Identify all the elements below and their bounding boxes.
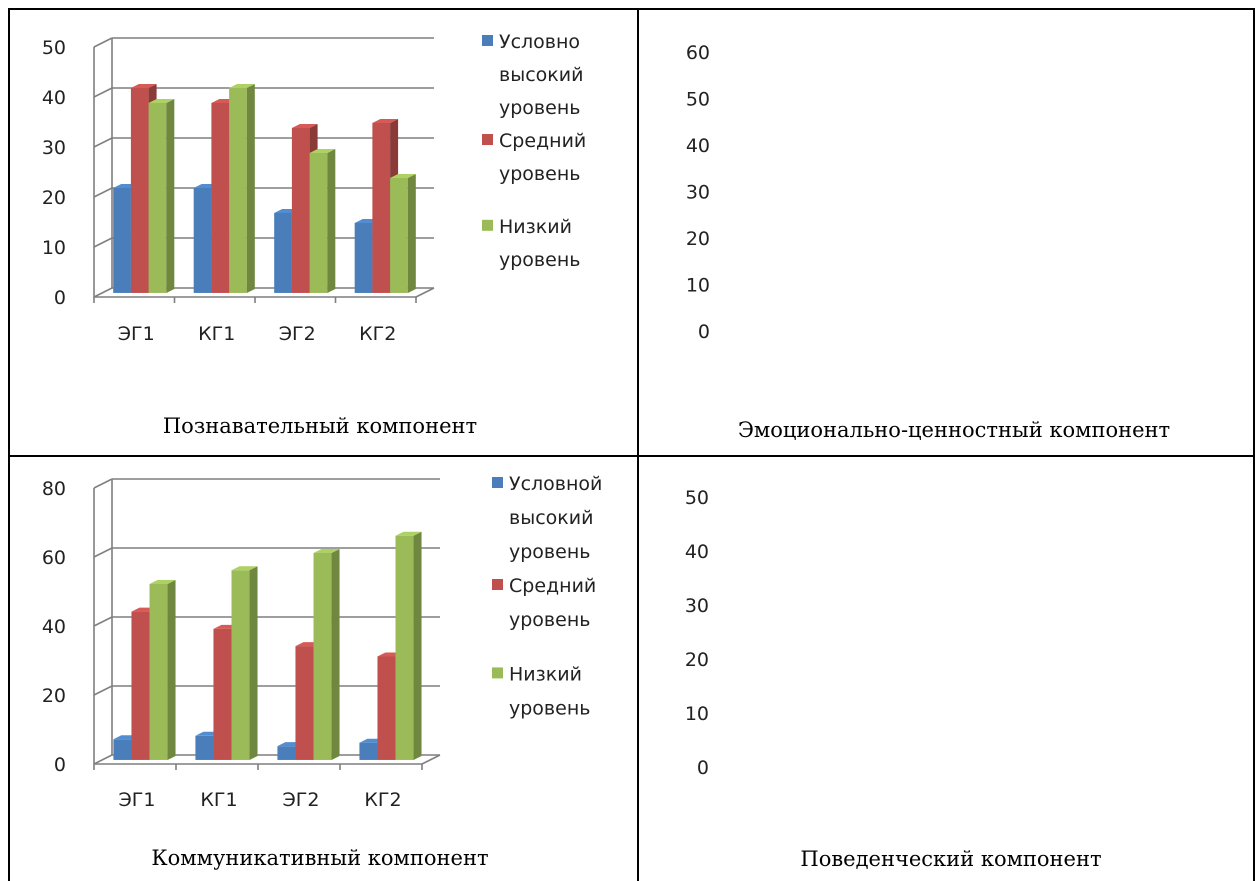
legend-swatch [482, 134, 493, 145]
y-tick-label: 30 [685, 595, 709, 617]
y-tick-label: 50 [686, 89, 710, 111]
y-tick-label: 10 [685, 703, 709, 725]
y-tick-label: 20 [42, 685, 66, 707]
gridline-connector [93, 87, 113, 98]
x-tick-label: ЭГ1 [118, 323, 155, 345]
legend-swatch [492, 579, 503, 590]
y-tick-label: 50 [42, 37, 66, 59]
chart-panel-cognitive: 0 10 20 30 40 50 ЭГ1 КГ1 ЭГ2 КГ2 Условно высокий уро… [8, 8, 637, 455]
gridline-connector [93, 137, 113, 148]
y-tick-label: 30 [686, 182, 710, 204]
gridline-connector [93, 754, 113, 765]
y-tick-label: 40 [686, 135, 710, 157]
chart-title: Поведенческий компонент [800, 847, 1101, 871]
bar-low-2 [231, 566, 258, 760]
legend-item-medium: Средний уровень [492, 575, 596, 631]
y-tick-label: 10 [686, 275, 710, 297]
x-axis-side [415, 287, 435, 298]
bar-low-3 [309, 148, 336, 293]
legend-item-high: Условно высокий уровень [482, 31, 583, 119]
legend-label: Средний [499, 130, 586, 152]
legend-label: уровень [509, 697, 590, 719]
y-tick-label: 80 [42, 478, 66, 500]
legend-swatch [492, 477, 503, 488]
legend-label: уровень [509, 541, 590, 563]
y-tick-label: 40 [42, 87, 66, 109]
x-tick-label: ЭГ2 [279, 323, 316, 345]
legend-label: уровень [499, 163, 580, 185]
x-axis-side [421, 754, 441, 765]
y-tick-label: 0 [54, 754, 66, 776]
legend-item-high: Условной высокий уровень [492, 473, 602, 563]
legend-swatch [492, 667, 503, 679]
behavioral-chart-svg: 01020304050ЭГ1КГ1ЭГ2КГ2Условновысокийуро… [685, 487, 1102, 871]
legend-label: высокий [499, 64, 583, 86]
gridline-connector [93, 685, 113, 696]
legend-label: Низкий [499, 216, 572, 238]
bar-low-1 [148, 98, 175, 293]
chart-grid: 0 10 20 30 40 50 ЭГ1 КГ1 ЭГ2 КГ2 Условно высокий уро… [8, 8, 1255, 881]
y-tick-label: 0 [54, 287, 66, 309]
y-tick-label: 10 [42, 237, 66, 259]
chart-title: Коммуникативный компонент [151, 846, 488, 870]
y-tick-label: 20 [42, 187, 66, 209]
gridline-connector [93, 37, 113, 48]
legend-label: Низкий [509, 663, 582, 685]
chart-panel-communicative: 0 20 40 60 80 ЭГ1 КГ1 ЭГ2 КГ2 Условной высокий уров… [8, 455, 637, 881]
legend-label: высокий [509, 507, 593, 529]
x-tick-label: ЭГ2 [283, 789, 320, 811]
bar-low-4 [395, 531, 422, 760]
legend-item-low: Низкий уровень [492, 663, 590, 719]
legend-item-medium: Средний уровень [482, 130, 586, 185]
legend-label: уровень [499, 97, 580, 119]
communicative-chart-svg: 0 20 40 60 80 ЭГ1 КГ1 ЭГ2 КГ2 Условной высокий уров… [42, 473, 603, 870]
legend-label: уровень [509, 609, 590, 631]
x-tick-label: КГ2 [359, 323, 396, 345]
legend-label: Условной [509, 473, 602, 495]
x-tick-label: ЭГ1 [119, 789, 156, 811]
y-tick-label: 30 [42, 137, 66, 159]
chart-panel-behavioral: 01020304050ЭГ1КГ1ЭГ2КГ2Условновысокийуро… [637, 455, 1255, 881]
x-tick-label: КГ2 [364, 789, 401, 811]
legend-label: уровень [499, 249, 580, 271]
legend-swatch [482, 35, 493, 46]
gridline-connector [93, 187, 113, 198]
gridline-connector [93, 478, 113, 489]
y-tick-label: 0 [698, 321, 710, 343]
chart-title: Эмоционально-ценностный компонент [738, 418, 1170, 442]
y-tick-label: 20 [686, 228, 710, 250]
bar-low-2 [229, 83, 255, 293]
gridline-connector [93, 547, 113, 558]
y-tick-label: 60 [686, 42, 710, 64]
gridline-connector [93, 237, 113, 248]
legend-label: Условно [499, 31, 580, 53]
legend-swatch [482, 219, 493, 231]
y-tick-label: 50 [685, 487, 709, 509]
bar-low-4 [390, 173, 416, 293]
y-tick-label: 20 [685, 649, 709, 671]
gridline-connector [93, 616, 113, 627]
bar-low-3 [313, 548, 340, 760]
y-tick-label: 40 [42, 616, 66, 638]
gridline-connector [93, 287, 113, 298]
cognitive-chart-svg: 0 10 20 30 40 50 ЭГ1 КГ1 ЭГ2 КГ2 Условно высокий уро… [42, 31, 586, 438]
x-tick-label: КГ1 [198, 323, 235, 345]
chart-title: Познавательный компонент [163, 414, 477, 438]
legend-label: Средний [509, 575, 596, 597]
legend-item-low: Низкий уровень [482, 216, 580, 271]
chart-panel-emotional-value: 0102030405060ЭГ1КГ1ЭГ2КГ2Условновысокийу… [637, 8, 1255, 455]
y-tick-label: 40 [685, 541, 709, 563]
bar-low-1 [149, 580, 176, 760]
x-tick-label: КГ1 [200, 789, 237, 811]
emotional-value-chart-svg: 0102030405060ЭГ1КГ1ЭГ2КГ2Условновысокийу… [686, 42, 1170, 442]
y-tick-label: 60 [42, 547, 66, 569]
y-tick-label: 0 [697, 757, 709, 779]
